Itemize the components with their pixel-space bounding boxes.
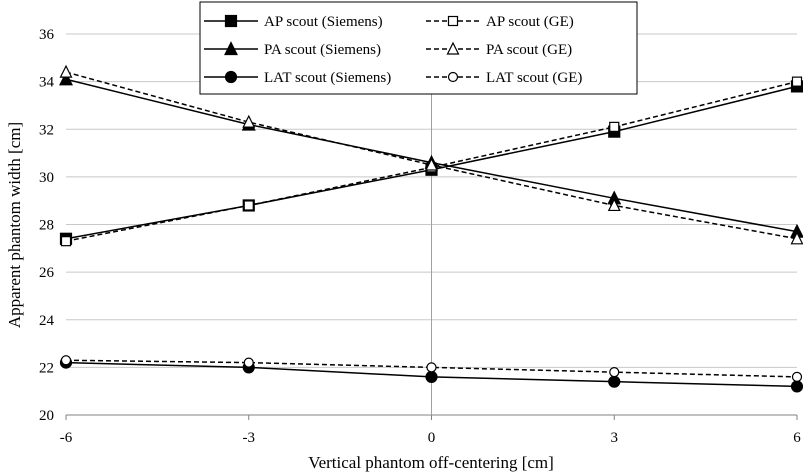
series-group — [59, 64, 803, 393]
data-point — [608, 375, 621, 388]
data-point — [59, 71, 73, 86]
axes — [65, 34, 798, 420]
y-tick-label: 26 — [39, 265, 55, 281]
y-tick-label: 30 — [39, 170, 54, 186]
legend-label: PA scout (GE) — [486, 42, 572, 58]
data-point — [243, 357, 254, 368]
data-point — [607, 198, 621, 212]
series-line — [65, 359, 798, 378]
y-tick-label: 24 — [39, 313, 55, 329]
data-point — [790, 380, 803, 393]
y-tick-label: 32 — [39, 122, 54, 138]
y-tick-label: 36 — [39, 27, 55, 43]
data-point — [242, 114, 256, 128]
x-tick-label: -3 — [243, 430, 256, 446]
data-point — [790, 231, 803, 245]
legend-label: LAT scout (Siemens) — [264, 70, 391, 86]
data-point — [243, 200, 254, 211]
data-point — [609, 367, 620, 378]
y-tick-label: 20 — [39, 408, 54, 424]
legend-label: LAT scout (GE) — [486, 70, 582, 86]
data-point — [425, 157, 438, 171]
data-point — [60, 355, 72, 366]
legend: AP scout (Siemens) AP scout (GE) PA scout … — [199, 1, 638, 95]
legend-label: PA scout (Siemens) — [264, 42, 381, 58]
x-tick-label: 0 — [428, 430, 436, 446]
legend-marker — [447, 71, 459, 83]
y-axis-label: Apparent phantom width [cm] — [5, 122, 24, 328]
x-tick-label: 3 — [611, 430, 619, 446]
legend-label: AP scout (Siemens) — [264, 14, 383, 30]
data-point — [59, 64, 73, 78]
series-5 — [60, 355, 803, 382]
data-point — [609, 121, 620, 132]
legend-label: AP scout (GE) — [486, 14, 574, 30]
data-point — [425, 370, 438, 383]
legend-marker — [224, 14, 238, 28]
y-tick-label: 34 — [39, 75, 55, 91]
data-point — [791, 76, 803, 87]
data-point — [791, 371, 803, 382]
y-tick-label: 28 — [39, 218, 54, 234]
y-tick-label: 22 — [39, 360, 54, 376]
legend-marker — [446, 41, 460, 55]
legend-box — [199, 1, 638, 95]
data-point — [426, 362, 437, 373]
series-3 — [59, 64, 803, 245]
x-tick-label: 6 — [793, 430, 801, 446]
legend-marker — [224, 41, 238, 56]
x-axis-label: Vertical phantom off-centering [cm] — [308, 453, 554, 472]
data-point — [60, 236, 72, 247]
legend-marker — [224, 70, 238, 84]
legend-marker — [447, 15, 459, 27]
x-tick-label: -6 — [60, 430, 73, 446]
